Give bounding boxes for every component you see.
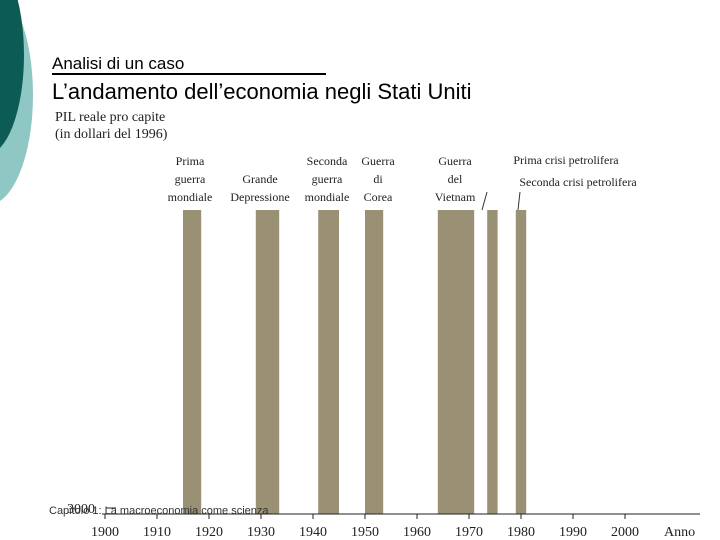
x-ticks: 1900 1910 1920 1930 1940 1950 1960 1970 1980 1990… bbox=[91, 514, 639, 540]
x-tick-label-8: 1970 bbox=[455, 525, 483, 540]
event-band-2 bbox=[255, 210, 280, 514]
x-tick-label-10: 1990 bbox=[559, 525, 587, 540]
slide-decoration bbox=[0, 0, 33, 202]
x-tick-label-9: 1980 bbox=[507, 525, 535, 540]
x-tick-label-4: 1930 bbox=[247, 525, 275, 540]
y-axis-label-line-1: PIL reale pro capite bbox=[55, 110, 165, 125]
event-label-4-line-1: Guerra bbox=[361, 154, 395, 168]
event-band-7 bbox=[515, 210, 527, 514]
event-label-5-line-2: del bbox=[448, 172, 463, 186]
y-axis-label: PIL reale pro capite (in dollari del 199… bbox=[55, 110, 168, 142]
event-label-4-line-3: Corea bbox=[364, 190, 393, 204]
x-tick-label-3: 1920 bbox=[195, 525, 223, 540]
y-ticks: 3000500010000200003000035000 bbox=[67, 502, 116, 517]
event-label-6-line-1: Prima crisi petrolifera bbox=[513, 153, 619, 167]
event-label-5-line-1: Guerra bbox=[438, 154, 472, 168]
event-bands bbox=[183, 210, 527, 514]
event-label-2-line-1: Grande bbox=[242, 172, 277, 186]
x-axis-label: Anno bbox=[664, 525, 695, 540]
event-band-3 bbox=[318, 210, 339, 514]
decoration-dark-shape bbox=[0, 0, 24, 148]
event-label-1-line-2: guerra bbox=[175, 172, 206, 186]
x-tick-label-5: 1940 bbox=[299, 525, 327, 540]
event-label-3-line-2: guerra bbox=[312, 172, 343, 186]
slide-footer: Capitolo 1: La macroeconomia come scienz… bbox=[49, 505, 269, 517]
event-label-3-line-1: Seconda bbox=[307, 154, 348, 168]
oil-crisis-1-connector bbox=[481, 191, 488, 211]
event-band-5 bbox=[437, 210, 475, 514]
event-label-1-line-1: Prima bbox=[176, 154, 205, 168]
slide-kicker: Analisi di un caso bbox=[52, 55, 326, 75]
x-tick-label-1: 1900 bbox=[91, 525, 119, 540]
slide-title: L’andamento dell’economia negli Stati Un… bbox=[52, 79, 472, 104]
event-label-2-line-2: Depressione bbox=[230, 190, 289, 204]
x-tick-label-11: 2000 bbox=[611, 525, 639, 540]
x-tick-label-7: 1960 bbox=[403, 525, 431, 540]
event-band-1 bbox=[183, 210, 202, 514]
event-label-7-line-1: Seconda crisi petrolifera bbox=[519, 175, 637, 189]
y-tick-label-1: 3000 bbox=[67, 502, 95, 517]
event-band-6 bbox=[487, 210, 498, 514]
y-axis-label-line-2: (in dollari del 1996) bbox=[55, 127, 168, 142]
event-band-4 bbox=[365, 210, 384, 514]
oil-crisis-2-connector bbox=[517, 191, 521, 211]
event-label-3-line-3: mondiale bbox=[305, 190, 350, 204]
event-label-5-line-3: Vietnam bbox=[435, 190, 476, 204]
x-tick-label-6: 1950 bbox=[351, 525, 379, 540]
event-label-4-line-2: di bbox=[373, 172, 383, 186]
x-tick-label-2: 1910 bbox=[143, 525, 171, 540]
event-label-1-line-3: mondiale bbox=[168, 190, 213, 204]
event-labels: Prima guerra mondiale Grande Depressione Seco… bbox=[168, 153, 637, 211]
